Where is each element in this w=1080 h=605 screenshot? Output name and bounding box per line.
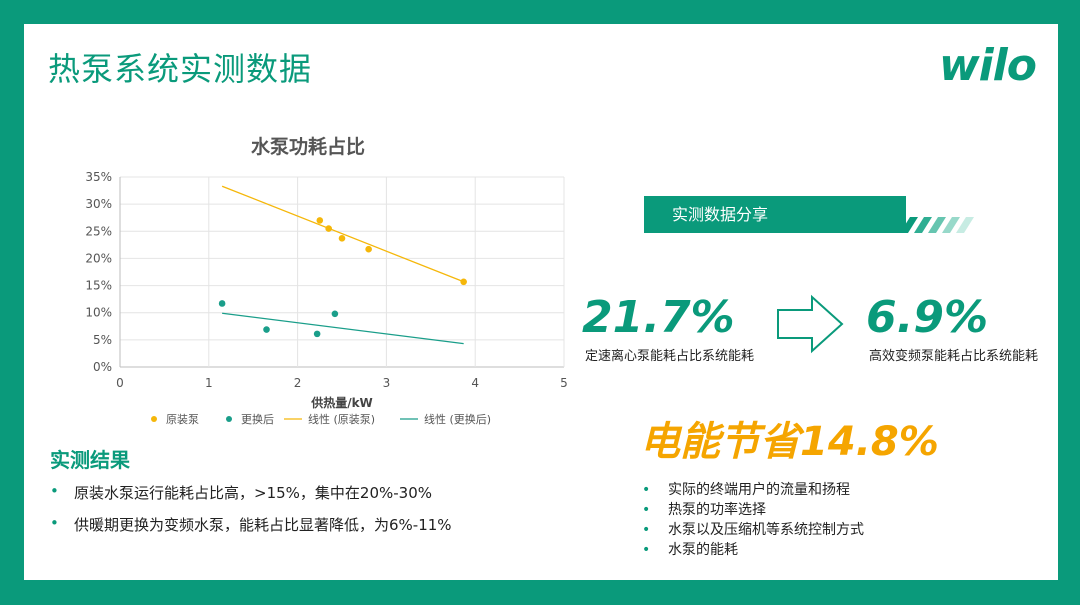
legend-label: 线性 (更换后) bbox=[424, 412, 491, 426]
x-tick-label: 1 bbox=[205, 376, 213, 390]
y-tick-label: 0% bbox=[93, 360, 112, 374]
metric-left-caption: 定速离心泵能耗占比系统能耗 bbox=[585, 349, 755, 364]
decorative-stripes bbox=[900, 217, 974, 233]
data-point bbox=[313, 330, 321, 338]
data-point bbox=[365, 245, 372, 253]
metric-right-value: 6.9% bbox=[866, 292, 989, 343]
y-tick-label: 35% bbox=[85, 170, 112, 184]
legend-label: 线性 (原装泵) bbox=[308, 412, 375, 426]
data-point bbox=[218, 300, 226, 307]
x-tick-label: 5 bbox=[560, 376, 568, 390]
factors-list: 实际的终端用户的流量和扬程 热泵的功率选择 水泵以及压缩机等系统控制方式 水泵的… bbox=[642, 480, 864, 560]
y-tick-label: 15% bbox=[85, 279, 112, 293]
data-share-banner: 实测数据分享 bbox=[644, 196, 906, 233]
trend-line bbox=[222, 312, 464, 345]
legend-marker bbox=[151, 416, 157, 422]
legend-label: 更换后 bbox=[241, 412, 274, 426]
factor-item: 水泵的能耗 bbox=[642, 540, 864, 560]
y-tick-label: 5% bbox=[93, 333, 112, 347]
arrow-right-icon bbox=[777, 294, 844, 354]
energy-saving-headline: 电能节省14.8% bbox=[640, 419, 939, 465]
y-tick-label: 30% bbox=[85, 197, 112, 211]
results-item: 供暖期更换为变频水泵，能耗占比显著降低，为6%-11% bbox=[50, 514, 452, 535]
results-heading: 实测结果 bbox=[50, 448, 130, 472]
factor-item: 实际的终端用户的流量和扬程 bbox=[642, 480, 864, 500]
page-title: 热泵系统实测数据 bbox=[48, 50, 313, 88]
x-tick-label: 3 bbox=[383, 376, 391, 390]
metric-right-caption: 高效变频泵能耗占比系统能耗 bbox=[869, 349, 1039, 364]
data-point bbox=[325, 225, 332, 232]
x-tick-label: 2 bbox=[294, 376, 302, 390]
x-tick-label: 4 bbox=[471, 376, 479, 390]
data-point bbox=[460, 278, 467, 286]
data-point bbox=[316, 217, 324, 224]
data-point bbox=[331, 310, 339, 318]
y-tick-label: 25% bbox=[85, 224, 112, 238]
data-point bbox=[338, 235, 346, 242]
legend-label: 原装泵 bbox=[166, 413, 199, 426]
legend-marker bbox=[226, 416, 232, 422]
results-item: 原装水泵运行能耗占比高，>15%，集中在20%-30% bbox=[50, 482, 452, 503]
x-tick-label: 0 bbox=[116, 376, 124, 390]
y-tick-label: 20% bbox=[85, 251, 112, 265]
data-point bbox=[263, 326, 270, 333]
results-list: 原装水泵运行能耗占比高，>15%，集中在20%-30% 供暖期更换为变频水泵，能… bbox=[50, 482, 452, 546]
trend-line bbox=[221, 185, 464, 283]
factor-item: 热泵的功率选择 bbox=[642, 500, 864, 520]
metric-left-value: 21.7% bbox=[582, 292, 735, 343]
y-tick-label: 10% bbox=[85, 306, 112, 320]
x-axis-label: 供热量/kW bbox=[310, 395, 373, 410]
chart-title: 水泵功耗占比 bbox=[251, 135, 365, 158]
wilo-logo: wilo bbox=[938, 40, 1037, 91]
power-ratio-chart: 水泵功耗占比 0% 5% 10% 15% 20% 25% 30% 35% 0 1 2 3 4 5 供热量… bbox=[85, 135, 568, 426]
slide: 热泵系统实测数据 wilo 水泵功耗占比 0% 5% 10% 15% 20% 25% 30%… bbox=[24, 24, 1058, 580]
factor-item: 水泵以及压缩机等系统控制方式 bbox=[642, 520, 864, 540]
